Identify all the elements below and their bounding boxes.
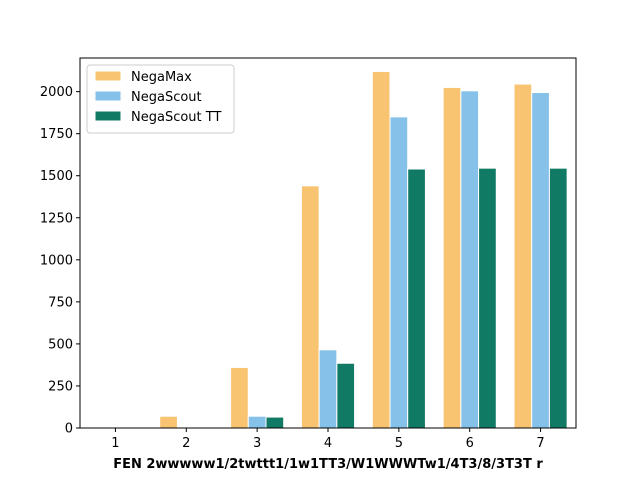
bar-negamax-7 (513, 83, 533, 429)
legend-box (86, 64, 235, 134)
y-tick-label: 250 (48, 379, 73, 394)
x-tick-label: 4 (324, 436, 332, 451)
plot-frame (79, 57, 577, 429)
bar-negascout-4 (318, 349, 338, 429)
legend-swatch-negascout-tt (94, 110, 122, 122)
y-tick-label: 1000 (40, 253, 73, 268)
y-tick-label: 0 (65, 422, 73, 437)
x-tick-label: 6 (466, 436, 474, 451)
y-tick-label: 2000 (40, 85, 73, 100)
x-tick-label: 5 (395, 436, 403, 451)
bar-negascout-tt-4 (336, 362, 356, 429)
x-tick-label: 2 (182, 436, 190, 451)
y-tick-label: 1250 (40, 211, 73, 226)
legend-label-negascout-tt: NegaScout TT (131, 110, 221, 125)
bars-group (88, 70, 568, 429)
x-tick-label: 1 (111, 436, 119, 451)
x-tick-label: 7 (536, 436, 544, 451)
y-tick-label: 500 (48, 337, 73, 352)
y-tick-label: 1500 (40, 169, 73, 184)
bar-negascout-7 (531, 91, 550, 429)
y-axis: 0 250 500 750 1000 1250 1500 1750 2000 (40, 85, 80, 437)
legend-swatch-negamax (94, 70, 122, 82)
bar-negamax-5 (371, 70, 391, 429)
x-axis-label: FEN 2wwwww1/2twttt1/1w1TT3/W1WWWTw1/4T3/… (113, 457, 543, 472)
bar-negascout-3 (247, 415, 267, 429)
bar-negamax-2 (159, 415, 178, 429)
bar-negascout-5 (389, 116, 409, 429)
bar-negamax-4 (300, 185, 320, 429)
bar-negamax-3 (230, 366, 249, 429)
legend-label-negascout: NegaScout (131, 90, 202, 105)
y-tick-label: 750 (48, 295, 73, 310)
legend-swatch-negascout (94, 90, 122, 102)
x-tick-label: 3 (253, 436, 261, 451)
bar-negascout-tt-7 (548, 167, 568, 429)
bar-negascout-tt-5 (407, 168, 426, 429)
y-tick-label: 1750 (40, 127, 73, 142)
bar-negascout-6 (460, 90, 480, 429)
bar-negamax-6 (442, 86, 462, 429)
bar-negascout-tt-3 (265, 416, 285, 429)
legend: NegaMax NegaScout NegaScout TT (86, 64, 235, 134)
bar-negascout-tt-6 (478, 167, 497, 429)
legend-label-negamax: NegaMax (131, 70, 192, 85)
x-axis: 1 2 3 4 5 6 7 (111, 428, 545, 451)
